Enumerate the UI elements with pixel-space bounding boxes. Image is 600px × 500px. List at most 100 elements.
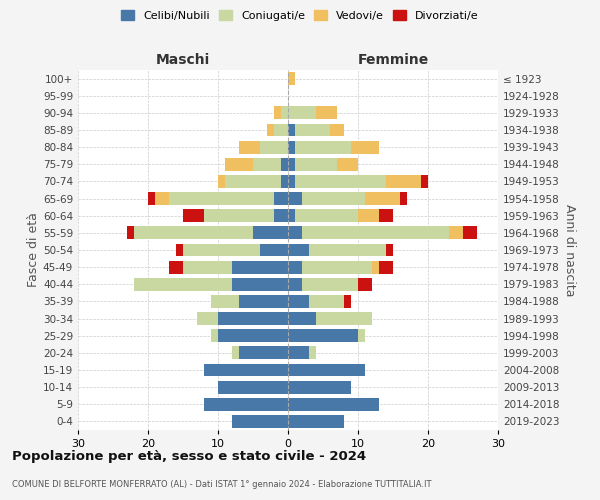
Bar	[253, 226, 288, 239]
Y-axis label: Anni di nascita: Anni di nascita	[563, 204, 576, 296]
Bar	[302, 226, 449, 239]
Bar	[232, 260, 288, 274]
Bar	[169, 260, 183, 274]
Bar	[379, 210, 393, 222]
Bar	[295, 158, 337, 170]
Bar	[309, 346, 316, 360]
Bar	[288, 175, 295, 188]
Bar	[267, 124, 274, 136]
Bar	[281, 106, 288, 120]
Bar	[176, 244, 183, 256]
Bar	[316, 106, 337, 120]
Bar	[274, 210, 288, 222]
Bar	[281, 175, 288, 188]
Bar	[211, 330, 218, 342]
Bar	[239, 140, 260, 153]
Bar	[288, 260, 302, 274]
Bar	[183, 244, 260, 256]
Bar	[274, 124, 288, 136]
Bar	[169, 192, 274, 205]
Bar	[288, 278, 302, 290]
Bar	[281, 158, 288, 170]
Bar	[309, 244, 386, 256]
Bar	[295, 175, 386, 188]
Bar	[309, 295, 344, 308]
Bar	[232, 415, 288, 428]
Bar	[218, 330, 288, 342]
Bar	[288, 312, 316, 325]
Bar	[148, 192, 155, 205]
Text: Popolazione per età, sesso e stato civile - 2024: Popolazione per età, sesso e stato civil…	[12, 450, 366, 463]
Bar	[232, 346, 239, 360]
Bar	[183, 260, 232, 274]
Bar	[232, 278, 288, 290]
Bar	[288, 106, 316, 120]
Bar	[358, 278, 372, 290]
Bar	[134, 226, 253, 239]
Bar	[288, 295, 309, 308]
Bar	[302, 278, 358, 290]
Bar	[288, 72, 295, 85]
Bar	[218, 175, 225, 188]
Bar	[295, 140, 351, 153]
Text: COMUNE DI BELFORTE MONFERRATO (AL) - Dati ISTAT 1° gennaio 2024 - Elaborazione T: COMUNE DI BELFORTE MONFERRATO (AL) - Dat…	[12, 480, 431, 489]
Bar	[295, 124, 330, 136]
Bar	[463, 226, 477, 239]
Bar	[386, 175, 421, 188]
Bar	[204, 364, 288, 376]
Bar	[288, 380, 351, 394]
Bar	[155, 192, 169, 205]
Bar	[288, 398, 379, 410]
Bar	[204, 210, 274, 222]
Bar	[225, 158, 253, 170]
Text: Femmine: Femmine	[358, 52, 428, 66]
Bar	[288, 210, 295, 222]
Bar	[288, 140, 295, 153]
Bar	[183, 210, 204, 222]
Bar	[225, 175, 281, 188]
Legend: Celibi/Nubili, Coniugati/e, Vedovi/e, Divorziati/e: Celibi/Nubili, Coniugati/e, Vedovi/e, Di…	[117, 6, 483, 25]
Bar	[288, 124, 295, 136]
Bar	[260, 140, 288, 153]
Bar	[274, 192, 288, 205]
Bar	[295, 210, 358, 222]
Bar	[302, 260, 372, 274]
Bar	[127, 226, 134, 239]
Bar	[365, 192, 400, 205]
Bar	[421, 175, 428, 188]
Bar	[386, 244, 393, 256]
Bar	[239, 346, 288, 360]
Bar	[260, 244, 288, 256]
Bar	[372, 260, 379, 274]
Bar	[358, 330, 365, 342]
Bar	[134, 278, 232, 290]
Bar	[449, 226, 463, 239]
Bar	[288, 415, 344, 428]
Bar	[358, 210, 379, 222]
Bar	[337, 158, 358, 170]
Bar	[288, 226, 302, 239]
Bar	[253, 158, 281, 170]
Bar	[330, 124, 344, 136]
Bar	[344, 295, 351, 308]
Bar	[400, 192, 407, 205]
Bar	[288, 330, 358, 342]
Y-axis label: Fasce di età: Fasce di età	[27, 212, 40, 288]
Bar	[351, 140, 379, 153]
Bar	[288, 346, 309, 360]
Bar	[316, 312, 372, 325]
Text: Maschi: Maschi	[156, 52, 210, 66]
Bar	[197, 312, 218, 325]
Bar	[274, 106, 281, 120]
Bar	[211, 295, 239, 308]
Bar	[379, 260, 393, 274]
Bar	[218, 380, 288, 394]
Bar	[218, 312, 288, 325]
Bar	[302, 192, 365, 205]
Bar	[288, 192, 302, 205]
Bar	[288, 364, 365, 376]
Bar	[239, 295, 288, 308]
Bar	[288, 158, 295, 170]
Bar	[204, 398, 288, 410]
Bar	[288, 244, 309, 256]
